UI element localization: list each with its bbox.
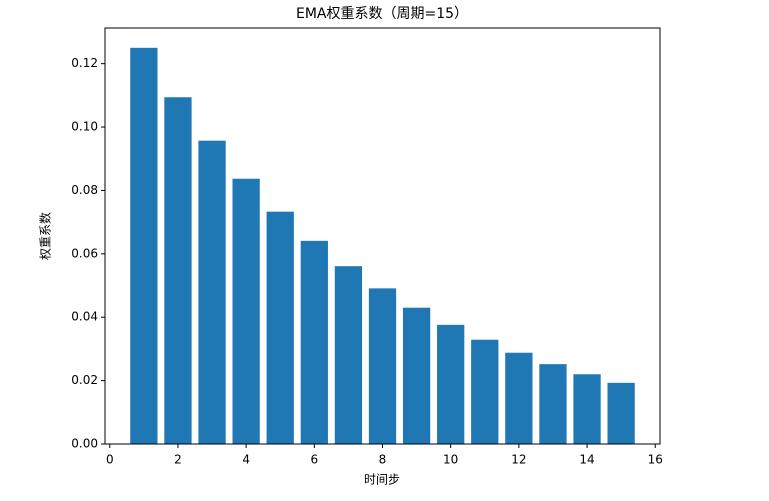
bar [402, 307, 431, 444]
y-tick-label: 0.06 [71, 246, 98, 260]
x-axis-label: 时间步 [364, 473, 400, 487]
x-tick-label: 2 [174, 453, 182, 467]
x-tick-label: 16 [648, 453, 663, 467]
bar [334, 266, 363, 444]
x-tick-label: 12 [511, 453, 526, 467]
y-tick-label: 0.04 [71, 310, 98, 324]
bar [505, 352, 533, 444]
bar [437, 324, 465, 444]
x-tick-label: 8 [379, 453, 387, 467]
y-tick-label: 0.10 [71, 120, 98, 134]
x-tick-label: 14 [579, 453, 594, 467]
bar [232, 178, 260, 444]
bar [300, 240, 328, 444]
bar [266, 211, 294, 444]
bar [368, 288, 397, 444]
x-tick-label: 4 [242, 453, 250, 467]
bar [164, 97, 192, 445]
y-tick-label: 0.02 [71, 373, 98, 387]
x-tick-label: 6 [310, 453, 318, 467]
chart-title: EMA权重系数（周期=15） [296, 6, 468, 22]
bar [130, 47, 158, 445]
x-tick-label: 0 [106, 453, 114, 467]
bar [539, 364, 567, 444]
y-tick-label: 0.08 [71, 183, 98, 197]
bar [573, 374, 601, 444]
bar [607, 382, 635, 444]
y-tick-label: 0.12 [71, 56, 98, 70]
bar [471, 339, 499, 444]
y-tick-label: 0.00 [71, 437, 98, 451]
bar [198, 140, 226, 444]
y-axis-label: 权重系数 [38, 212, 53, 260]
plot-frame [104, 27, 661, 445]
x-tick-label: 10 [443, 453, 458, 467]
